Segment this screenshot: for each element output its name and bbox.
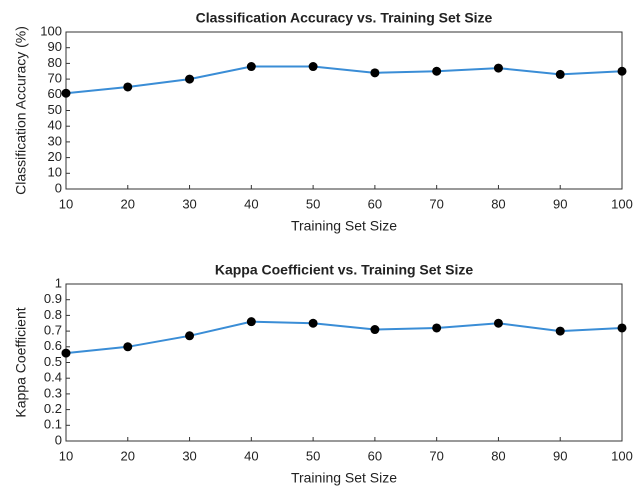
y-tick-label: 0.3 — [44, 385, 62, 400]
data-point — [185, 331, 195, 341]
y-axis-label: Kappa Coefficient — [13, 307, 29, 417]
y-tick-label: 40 — [48, 118, 62, 133]
x-tick-label: 70 — [429, 448, 443, 463]
x-tick-label: 20 — [121, 196, 135, 211]
data-point — [185, 74, 195, 84]
y-tick-label: 0.8 — [44, 307, 62, 322]
x-tick-label: 70 — [429, 196, 443, 211]
x-tick-label: 50 — [306, 448, 320, 463]
x-tick-label: 50 — [306, 196, 320, 211]
y-tick-label: 80 — [48, 55, 62, 70]
y-tick-label: 10 — [48, 165, 62, 180]
y-tick-label: 0.7 — [44, 323, 62, 338]
x-tick-label: 40 — [244, 196, 258, 211]
x-tick-label: 90 — [553, 448, 567, 463]
y-tick-label: 0.6 — [44, 338, 62, 353]
y-tick-label: 50 — [48, 102, 62, 117]
y-tick-label: 90 — [48, 39, 62, 54]
y-tick-label: 0.4 — [44, 370, 62, 385]
x-tick-label: 40 — [244, 448, 258, 463]
data-point — [617, 323, 627, 333]
data-point — [555, 69, 565, 79]
plot-area — [65, 31, 623, 190]
data-line — [65, 65, 623, 95]
x-tick-label: 90 — [553, 196, 567, 211]
x-axis-label: Training Set Size — [291, 470, 397, 486]
plot-area — [65, 283, 623, 442]
y-tick-label: 0 — [55, 432, 62, 447]
y-tick-label: 0.1 — [44, 417, 62, 432]
data-point — [493, 63, 503, 73]
y-tick-label: 70 — [48, 71, 62, 86]
y-tick-label: 1 — [55, 275, 62, 290]
data-point — [308, 62, 318, 72]
data-line — [65, 320, 623, 355]
y-tick-label: 0.2 — [44, 401, 62, 416]
y-tick-label: 0 — [55, 180, 62, 195]
y-tick-label: 20 — [48, 149, 62, 164]
x-axis-label: Training Set Size — [291, 218, 397, 234]
x-tick-label: 20 — [121, 448, 135, 463]
data-point — [555, 326, 565, 336]
chart-title: Kappa Coefficient vs. Training Set Size — [215, 262, 473, 278]
data-point — [246, 62, 256, 72]
x-tick-label: 60 — [368, 196, 382, 211]
data-point — [432, 323, 442, 333]
x-tick-label: 30 — [182, 196, 196, 211]
data-point — [61, 88, 71, 98]
subplot: Classification Accuracy vs. Training Set… — [13, 10, 633, 234]
y-tick-label: 100 — [40, 23, 62, 38]
data-point — [123, 82, 133, 92]
data-point — [432, 66, 442, 76]
subplot: Kappa Coefficient vs. Training Set Size T… — [13, 262, 633, 486]
x-tick-label: 10 — [59, 196, 73, 211]
y-tick-label: 0.5 — [44, 354, 62, 369]
data-point — [246, 317, 256, 327]
x-tick-label: 100 — [611, 196, 633, 211]
data-point — [617, 66, 627, 76]
x-tick-label: 80 — [491, 448, 505, 463]
x-tick-label: 60 — [368, 448, 382, 463]
chart-title: Classification Accuracy vs. Training Set… — [196, 10, 493, 26]
y-tick-label: 60 — [48, 86, 62, 101]
data-point — [61, 348, 71, 358]
y-axis-label: Classification Accuracy (%) — [13, 26, 29, 195]
x-tick-label: 100 — [611, 448, 633, 463]
data-point — [308, 318, 318, 328]
y-tick-label: 30 — [48, 133, 62, 148]
data-point — [493, 318, 503, 328]
x-tick-label: 80 — [491, 196, 505, 211]
data-point — [370, 68, 380, 78]
data-point — [123, 342, 133, 352]
data-point — [370, 325, 380, 335]
x-tick-label: 30 — [182, 448, 196, 463]
y-tick-label: 0.9 — [44, 291, 62, 306]
x-tick-label: 10 — [59, 448, 73, 463]
